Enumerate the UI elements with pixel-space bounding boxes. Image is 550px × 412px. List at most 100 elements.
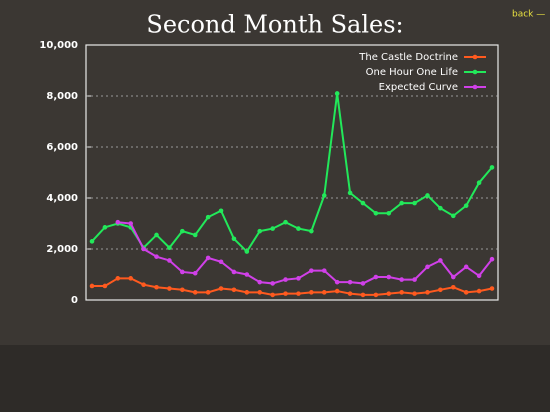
data-point [489, 256, 495, 262]
data-point [244, 290, 250, 295]
data-point [180, 287, 185, 293]
data-point [296, 291, 301, 296]
data-point [205, 255, 211, 261]
data-point [412, 277, 417, 282]
data-point [450, 284, 456, 290]
data-point [270, 281, 275, 286]
data-point [257, 290, 263, 295]
data-point [309, 228, 314, 234]
legend-label: The Castle Doctrine [358, 52, 458, 63]
y-tick-label: 0 [71, 295, 78, 306]
data-point [489, 286, 495, 291]
data-point [321, 290, 327, 295]
data-point [89, 283, 95, 289]
data-point [463, 203, 469, 208]
data-point [373, 274, 379, 280]
data-point [257, 279, 263, 285]
data-point [463, 264, 469, 270]
data-point [141, 246, 146, 252]
data-point [244, 249, 250, 254]
data-point [360, 200, 366, 206]
data-point [463, 290, 469, 295]
data-point [115, 219, 121, 225]
data-point [141, 282, 146, 288]
data-point [425, 264, 430, 270]
y-tick-label: 4,000 [46, 193, 78, 204]
legend-marker [472, 69, 478, 75]
data-point [167, 258, 172, 263]
data-point [476, 288, 482, 294]
data-point [399, 200, 404, 206]
data-point [270, 292, 275, 298]
legend-label: Expected Curve [379, 82, 458, 93]
data-point [386, 291, 392, 296]
data-point [425, 290, 430, 295]
data-point [309, 290, 314, 295]
data-point [476, 273, 482, 279]
y-tick-label: 10,000 [39, 40, 78, 51]
data-point [321, 268, 327, 273]
data-point [347, 279, 353, 285]
data-point [489, 165, 495, 170]
data-point [167, 286, 172, 291]
data-point [231, 236, 237, 242]
legend-marker [472, 84, 478, 90]
data-point [167, 245, 172, 251]
data-point [231, 287, 237, 293]
legend-marker [472, 54, 478, 60]
data-point [154, 284, 159, 290]
data-point [412, 200, 417, 206]
chart-title: Second Month Sales: [146, 11, 403, 39]
back-link[interactable]: back — [512, 10, 545, 20]
data-point [180, 228, 185, 234]
data-point [360, 292, 366, 298]
data-point [296, 276, 301, 281]
data-point [438, 205, 443, 211]
data-point [373, 211, 379, 216]
series-line [117, 221, 493, 285]
data-point [154, 232, 159, 238]
data-point [334, 288, 340, 294]
data-point [102, 283, 108, 289]
data-point [218, 259, 224, 265]
data-point [231, 269, 237, 275]
data-point [283, 219, 288, 225]
legend-label: One Hour One Life [366, 67, 458, 78]
data-point [476, 180, 482, 185]
data-point [128, 221, 134, 226]
data-point [450, 213, 456, 219]
data-point [438, 287, 443, 293]
y-tick-label: 2,000 [46, 244, 78, 255]
data-point [373, 292, 379, 298]
plot-frame [85, 44, 499, 301]
y-tick-label: 6,000 [46, 142, 78, 153]
data-point [205, 290, 211, 295]
data-point [360, 281, 366, 286]
data-point [283, 277, 288, 282]
data-point [399, 277, 404, 282]
data-point [192, 270, 198, 276]
data-point [386, 274, 392, 280]
data-point [438, 258, 443, 263]
data-point [347, 190, 353, 196]
data-point [115, 276, 121, 281]
data-point [192, 232, 198, 238]
data-point [283, 291, 288, 296]
data-point [321, 193, 327, 198]
data-point [309, 268, 314, 273]
y-tick-label: 8,000 [46, 91, 78, 102]
data-point [218, 208, 224, 214]
data-point [412, 291, 417, 296]
data-point [205, 214, 211, 220]
data-point [257, 228, 263, 234]
series-line [91, 93, 493, 254]
data-point [102, 225, 108, 230]
data-point [386, 211, 392, 216]
data-point [180, 269, 185, 275]
data-point [192, 290, 198, 295]
data-point [89, 239, 95, 244]
data-point [334, 279, 340, 285]
data-point [399, 290, 404, 295]
data-point [296, 226, 301, 231]
